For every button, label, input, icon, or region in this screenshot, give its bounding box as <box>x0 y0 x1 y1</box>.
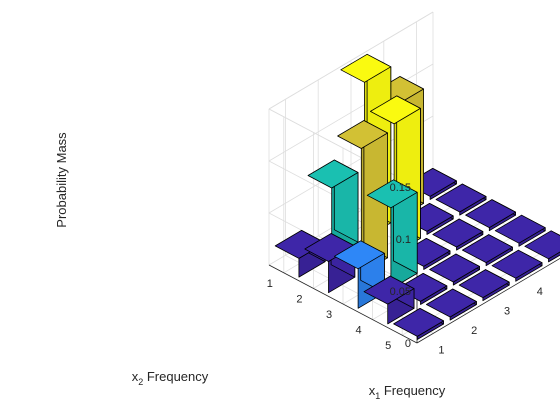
x-axis-line <box>416 257 560 344</box>
y-tick-label: 5 <box>385 340 391 352</box>
bar <box>432 218 484 251</box>
bar-face-top <box>461 234 513 264</box>
z-tick-label: 0.05 <box>390 286 411 298</box>
x-tick-label: 3 <box>504 306 510 318</box>
bar-face-top <box>425 288 477 318</box>
y-tick-label: 3 <box>326 309 332 321</box>
z-axis-label: Probability Mass <box>54 132 69 228</box>
grid-line-top <box>268 108 418 188</box>
bar-face-top <box>491 249 543 279</box>
bar <box>307 159 359 259</box>
y-axis-line <box>268 264 418 344</box>
bar-face-top <box>363 275 415 305</box>
bar <box>393 307 445 340</box>
z-tick-label: 0.1 <box>396 234 411 246</box>
bar-face-top <box>333 240 385 270</box>
bar-face-top <box>366 179 418 209</box>
bar-face-top <box>337 120 389 149</box>
bar-face-top <box>435 183 487 213</box>
z-tick-label: 0.15 <box>390 182 411 194</box>
bar <box>461 234 513 267</box>
z-tick-label: 0 <box>405 338 411 350</box>
y-tick-label: 4 <box>356 325 362 337</box>
bars <box>274 53 560 340</box>
bar-face-top <box>465 199 516 229</box>
y-axis-label-sub: 2 <box>138 377 143 387</box>
y-tick-label: 2 <box>296 293 302 305</box>
bar <box>366 179 418 290</box>
grid-line-top <box>268 11 434 110</box>
bar <box>337 120 389 274</box>
bar-face-top <box>369 95 421 125</box>
bar <box>425 288 477 321</box>
bar-face-top <box>524 230 560 260</box>
tick-labels: 0 0.05 0.1 0.15 1 2 3 4 5 1 2 3 4 5 <box>267 182 543 356</box>
bar <box>524 230 560 263</box>
x-tick-label: 1 <box>438 344 444 356</box>
bar <box>494 214 546 247</box>
bar-face-top <box>340 53 392 83</box>
x-axis-label-rest: Frequency <box>380 383 446 398</box>
bar-face-top <box>429 253 481 283</box>
x-tick-label: 2 <box>471 325 477 337</box>
bar-face-top <box>393 307 445 337</box>
bar <box>491 249 543 282</box>
x-tick-label: 4 <box>537 286 543 298</box>
bar <box>363 275 415 325</box>
bar <box>458 269 510 302</box>
y-tick-label: 1 <box>267 278 273 290</box>
bar-face-top <box>494 214 546 244</box>
bar <box>465 199 516 232</box>
bar-face-top <box>307 159 359 189</box>
x-axis-label-sub: 1 <box>375 391 380 401</box>
y-axis-label: x2 Frequency <box>132 369 209 387</box>
x-axis-label-base: x <box>369 383 376 398</box>
y-axis-label-base: x <box>132 369 139 384</box>
y-axis-label-rest: Frequency <box>143 369 209 384</box>
bar-face-top <box>458 269 510 299</box>
x-axis-label: x1 Frequency <box>369 383 446 401</box>
bar-face-front <box>548 251 560 263</box>
bar-face-top <box>432 218 484 248</box>
bar <box>429 253 481 286</box>
bar <box>435 183 487 216</box>
